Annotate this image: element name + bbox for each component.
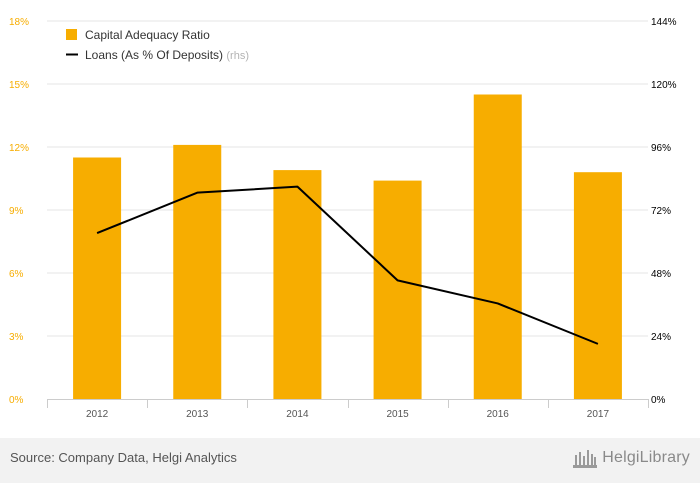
right-tick-label: 0% bbox=[651, 395, 666, 406]
bar bbox=[573, 172, 622, 399]
right-tick-label: 144% bbox=[651, 17, 677, 28]
bar bbox=[473, 94, 522, 399]
line-series bbox=[96, 185, 599, 345]
right-tick-label: 48% bbox=[651, 269, 671, 280]
source-text: Source: Company Data, Helgi Analytics bbox=[10, 450, 237, 465]
helgi-library-logo: HelgiLibrary bbox=[572, 447, 690, 469]
logo-text: HelgiLibrary bbox=[602, 449, 690, 466]
x-tick-label: 2013 bbox=[186, 409, 209, 420]
left-tick-label: 3% bbox=[9, 332, 24, 343]
bar bbox=[173, 144, 222, 399]
legend-label-line: Loans (As % Of Deposits) (rhs) bbox=[85, 48, 249, 62]
legend-rhs-suffix: (rhs) bbox=[226, 50, 249, 62]
right-tick-label: 120% bbox=[651, 80, 677, 91]
x-tick-label: 2012 bbox=[86, 409, 109, 420]
x-tick-label: 2014 bbox=[286, 409, 309, 420]
left-tick-label: 18% bbox=[9, 17, 29, 28]
left-tick-label: 12% bbox=[9, 143, 29, 154]
left-tick-label: 15% bbox=[9, 80, 29, 91]
x-tick-label: 2015 bbox=[386, 409, 409, 420]
legend-swatch-bar bbox=[66, 29, 77, 40]
line-path bbox=[96, 185, 599, 345]
library-building-icon bbox=[573, 450, 598, 468]
legend-label-bar: Capital Adequacy Ratio bbox=[85, 28, 210, 42]
chart: 0% 3% 6% 9% 12% 15% 18% 0% 24% 48% 72% 96% 120% 144% 2… bbox=[9, 17, 677, 420]
bar bbox=[373, 180, 422, 399]
left-tick-label: 9% bbox=[9, 206, 24, 217]
right-tick-label: 96% bbox=[651, 143, 671, 154]
axes: 0% 3% 6% 9% 12% 15% 18% 0% 24% 48% 72% 96% 120% 144% 2… bbox=[9, 17, 677, 420]
x-tick-label: 2016 bbox=[487, 409, 510, 420]
legend: Capital Adequacy Ratio Loans (As % Of Dep… bbox=[66, 28, 249, 62]
right-tick-label: 72% bbox=[651, 206, 671, 217]
footer: Source: Company Data, Helgi Analytics He… bbox=[0, 438, 700, 483]
left-tick-label: 6% bbox=[9, 269, 24, 280]
grid-lines bbox=[47, 20, 648, 337]
right-tick-label: 24% bbox=[651, 332, 671, 343]
left-tick-label: 0% bbox=[9, 395, 24, 406]
bar bbox=[273, 170, 322, 399]
bar-series bbox=[73, 94, 622, 399]
x-tick-label: 2017 bbox=[587, 409, 610, 420]
bar bbox=[73, 157, 122, 399]
